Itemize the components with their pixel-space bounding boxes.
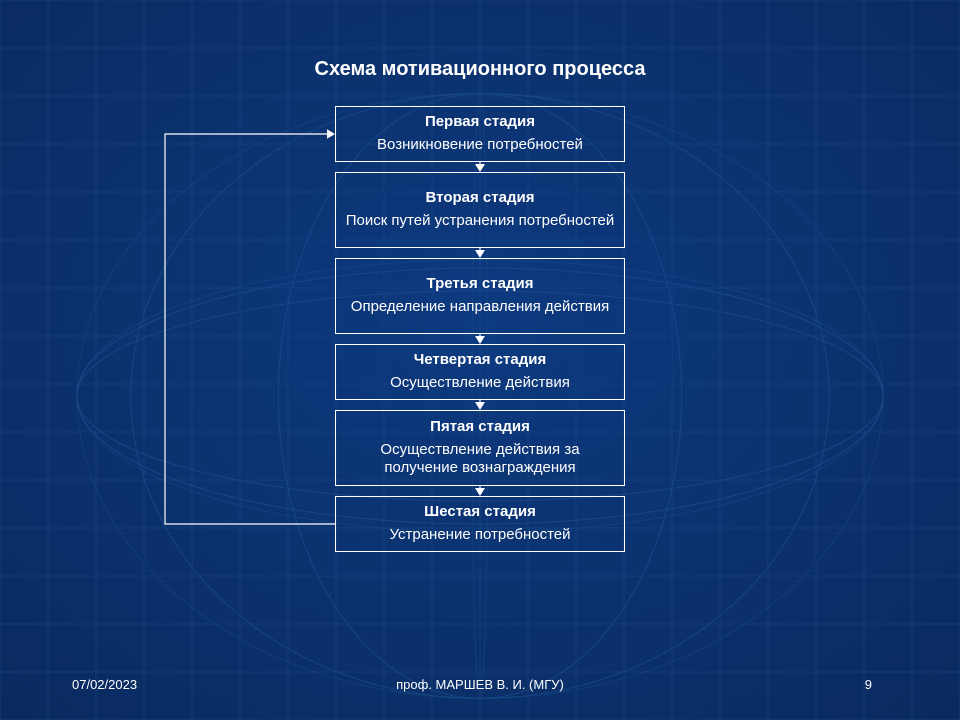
feedback-arrow xyxy=(0,0,960,720)
slide-content: Схема мотивационного процесса Первая ста… xyxy=(0,0,960,720)
